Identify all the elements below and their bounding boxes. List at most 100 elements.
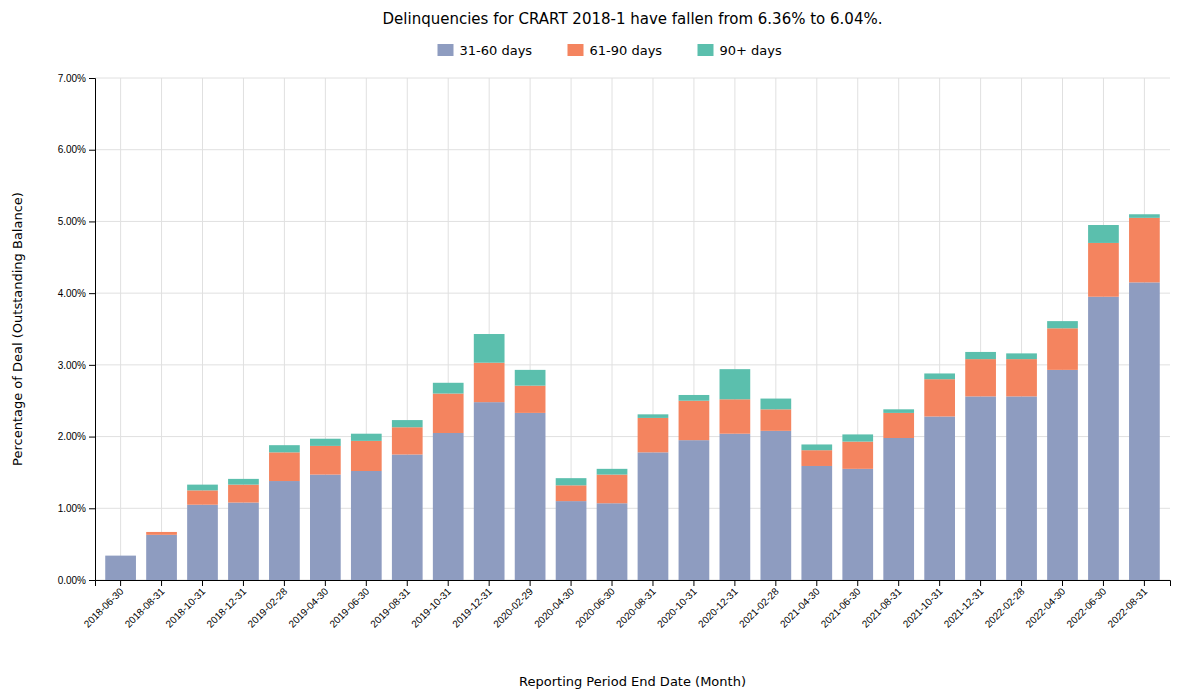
bar: [105, 556, 136, 580]
bar: [556, 485, 587, 501]
tick-label: 2021-08-31: [860, 585, 904, 629]
bar: [597, 469, 628, 475]
bar: [1047, 321, 1078, 328]
series-bars: [105, 282, 1160, 580]
tick-label: 2018-10-31: [163, 585, 207, 629]
tick-mark: [89, 437, 95, 438]
tick-label: 2020-04-30: [532, 585, 576, 629]
bar: [679, 401, 710, 440]
tick-label: 4.00%: [58, 288, 86, 299]
tick-label: 2019-02-28: [245, 585, 289, 629]
tick-mark: [89, 365, 95, 366]
bar: [597, 503, 628, 580]
tick: 2021-08-31: [860, 580, 904, 630]
grid-line-x: [161, 78, 162, 580]
x-axis-title: Reporting Period End Date (Month): [519, 674, 746, 689]
series-bars: [187, 214, 1160, 490]
x-axis: 2018-06-302018-08-312018-10-312018-12-31…: [82, 580, 1171, 630]
tick-label: 2021-04-30: [778, 585, 822, 629]
bar: [679, 395, 710, 401]
legend-label: 90+ days: [720, 43, 782, 58]
tick-mark: [89, 78, 95, 79]
tick-mark: [939, 580, 940, 586]
bar: [638, 418, 669, 452]
tick: 2019-04-30: [286, 580, 330, 630]
legend-swatch: [698, 44, 714, 56]
bar: [597, 475, 628, 504]
grid: [95, 78, 1170, 580]
tick-mark: [898, 580, 899, 586]
tick-mark: [161, 580, 162, 586]
tick-mark: [120, 580, 121, 586]
tick-mark: [571, 580, 572, 586]
bar: [146, 535, 177, 580]
tick: 2020-10-31: [655, 580, 699, 630]
tick-label: 2020-08-31: [614, 585, 658, 629]
bars: [105, 214, 1160, 580]
tick-mark: [693, 580, 694, 586]
bar: [392, 420, 423, 427]
tick-mark: [89, 221, 95, 222]
bar: [842, 434, 873, 441]
tick-mark: [1062, 580, 1063, 586]
tick-label: 2020-10-31: [655, 585, 699, 629]
bar: [924, 379, 955, 416]
tick-label: 1.00%: [58, 503, 86, 514]
bar: [392, 427, 423, 454]
tick: 2020-08-31: [614, 580, 658, 630]
bar: [965, 352, 996, 359]
bar: [924, 416, 955, 580]
tick: 2021-12-31: [942, 580, 986, 630]
bar: [187, 485, 218, 491]
legend-label: 31-60 days: [460, 43, 533, 58]
y-axis: 0.00%1.00%2.00%3.00%4.00%5.00%6.00%7.00%: [58, 73, 96, 586]
legend: 31-60 days 61-90 days 90+ days: [438, 43, 782, 58]
tick-label: 2019-08-31: [368, 585, 412, 629]
bar: [679, 440, 710, 580]
tick-mark: [1103, 580, 1104, 586]
tick-label: 2.00%: [58, 431, 86, 442]
bar: [883, 438, 914, 580]
tick-mark: [1144, 580, 1145, 586]
bar: [1047, 370, 1078, 580]
bar: [228, 485, 259, 503]
legend-swatch: [568, 44, 584, 56]
tick: 2022-04-30: [1023, 580, 1067, 630]
bar: [1006, 359, 1037, 396]
tick-label: 0.00%: [58, 575, 86, 586]
bar: [187, 490, 218, 504]
bar: [269, 481, 300, 580]
tick-label: 2022-02-28: [983, 585, 1027, 629]
tick: 2.00%: [58, 431, 95, 442]
tick-mark: [202, 580, 203, 586]
tick-label: 2021-10-31: [901, 585, 945, 629]
tick-label: 2020-06-30: [573, 585, 617, 629]
tick: 2022-06-30: [1064, 580, 1108, 630]
tick: 2020-06-30: [573, 580, 617, 630]
bar: [515, 386, 546, 413]
bar: [146, 531, 177, 532]
tick: 3.00%: [58, 360, 95, 371]
tick-mark: [489, 580, 490, 586]
bar: [310, 446, 341, 475]
title: Delinquencies for CRART 2018-1 have fall…: [383, 10, 883, 28]
bar: [638, 414, 669, 418]
legend-item: 31-60 days: [438, 43, 533, 58]
bar: [1006, 396, 1037, 580]
tick: 2022-02-28: [983, 580, 1027, 630]
tick-mark: [89, 150, 95, 151]
bar: [1129, 214, 1160, 218]
legend-label: 61-90 days: [590, 43, 663, 58]
tick: 2019-12-31: [450, 580, 494, 630]
tick: 2021-04-30: [778, 580, 822, 630]
bar: [638, 452, 669, 580]
tick-label: 2019-06-30: [327, 585, 371, 629]
bar: [105, 555, 136, 556]
bar: [801, 466, 832, 580]
bar: [965, 359, 996, 396]
bar: [433, 383, 464, 394]
grid-line-y: [95, 149, 1170, 150]
tick-label: 2021-06-30: [819, 585, 863, 629]
bar: [392, 455, 423, 581]
legend-swatch: [438, 44, 454, 56]
